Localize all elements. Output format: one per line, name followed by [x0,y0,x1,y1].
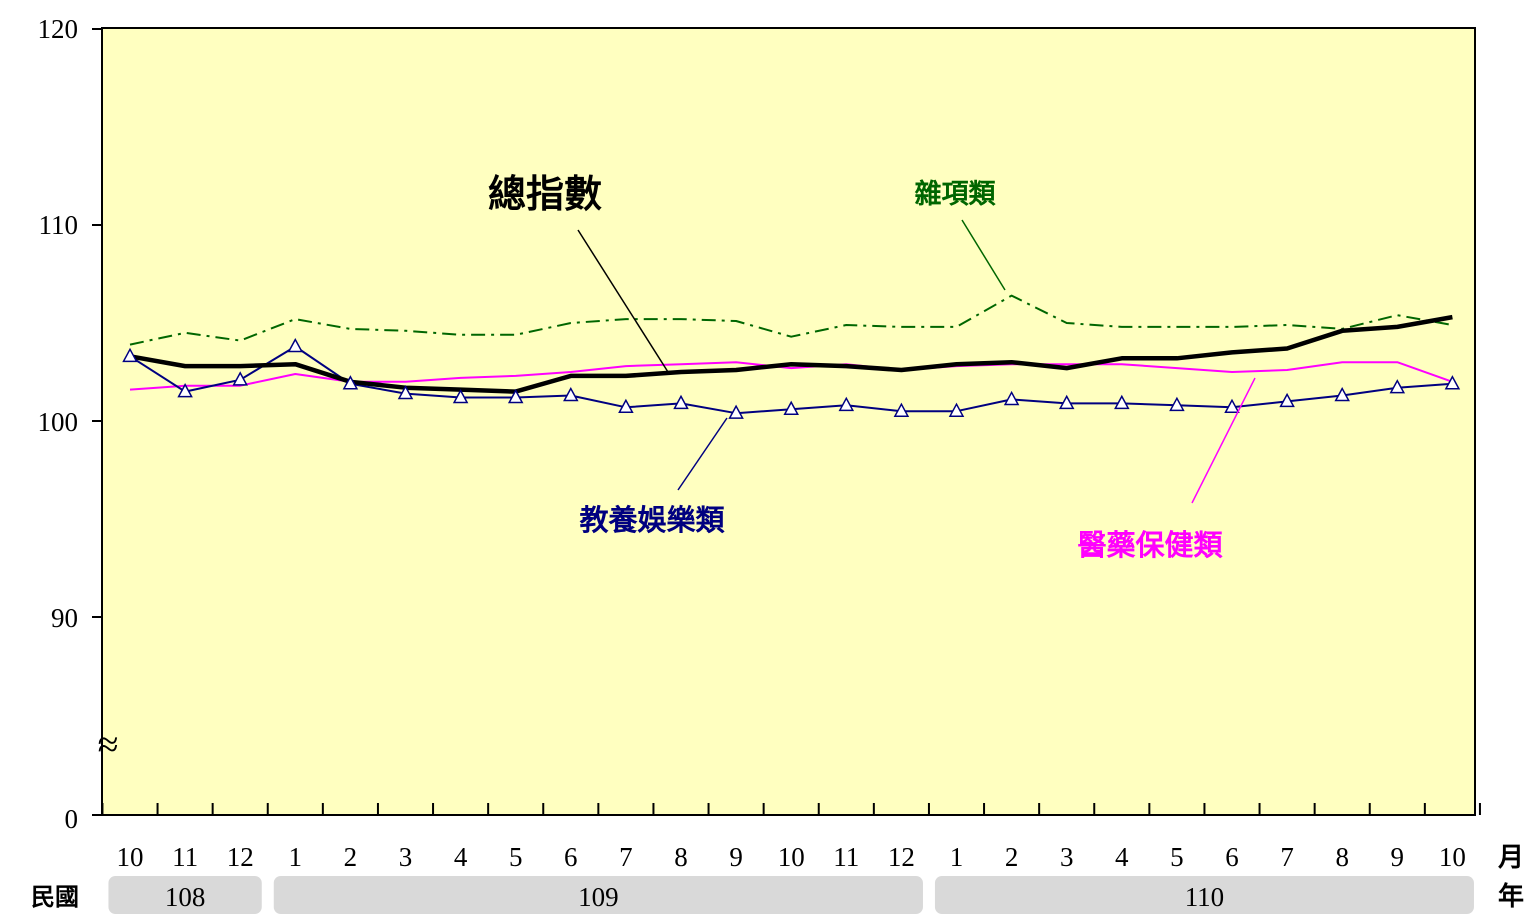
x-tick-label: 1 [289,842,303,872]
x-tick-label: 8 [674,842,688,872]
era-label: 民國 [31,883,79,911]
series-label-misc: 雜項類 [915,179,997,210]
data-point-marker [507,388,524,404]
year-band-box [934,876,1474,914]
year-label: 109 [578,882,619,912]
data-point-marker [1334,386,1350,402]
data-point-marker [1279,392,1295,408]
x-tick-label: 9 [729,842,743,872]
data-point-marker [287,337,304,353]
data-point-marker [1389,379,1406,394]
x-tick-label: 4 [454,842,468,872]
x-tick-label: 11 [833,842,859,872]
x-tick-label: 9 [1391,842,1405,872]
x-tick-label: 7 [619,842,633,872]
data-point-marker [1444,375,1461,390]
data-point-marker [342,375,359,390]
x-tick-label: 6 [564,842,578,872]
plot-area [101,27,1476,816]
tick-marks [92,28,1481,816]
x-month-labels: 10 11 12 1 2 3 4 5 6 7 8 9 10 11 12 1 2 3 4 5 6 7 8 9 10 [117,842,1466,872]
callout-leader-education [677,417,728,491]
y-tick-label-0: 0 [65,804,79,834]
data-point-marker [452,388,469,404]
data-point-marker [1058,394,1075,410]
data-point-marker [728,404,744,419]
x-unit-year: 年 [1498,881,1524,912]
y-tick-label-100: 100 [38,407,79,437]
year-band-box [273,876,923,914]
callout-leader-medical [1191,377,1256,504]
x-tick-label: 4 [1115,842,1129,872]
y-tick-label-90: 90 [51,603,78,633]
x-unit-month: 月 [1497,843,1524,873]
data-point-marker [1169,396,1185,412]
x-tick-label: 11 [172,842,198,872]
x-tick-label: 2 [344,842,358,872]
x-tick-label: 8 [1335,842,1349,872]
x-tick-label: 5 [1170,842,1184,872]
x-tick-label: 12 [227,842,254,872]
x-tick-label: 1 [950,842,964,872]
data-point-marker [673,394,689,410]
data-point-marker [618,398,634,414]
data-point-marker [122,347,138,363]
data-point-marker [1003,390,1020,406]
year-band-box [108,876,262,914]
data-point-marker [397,384,414,400]
data-point-marker [838,396,855,412]
year-label: 108 [165,882,206,912]
data-point-marker [232,371,248,386]
x-tick-label: 2 [1005,842,1019,872]
x-tick-label: 6 [1225,842,1239,872]
x-tick-label: 5 [509,842,523,872]
series-label-total: 總指數 [488,172,602,216]
x-tick-label: 7 [1280,842,1294,872]
series-line-1 [129,294,1453,346]
y-tick-label-110: 110 [39,210,79,240]
data-point-marker [177,383,193,398]
series-label-medical: 醫藥保健類 [1077,528,1223,562]
x-tick-label: 10 [117,842,144,872]
x-tick-label: 3 [1060,842,1074,872]
series-markers [122,337,1461,419]
axis-break-symbol: ≈ [98,724,119,766]
callout-leader-misc [961,219,1006,291]
data-point-marker [893,402,910,417]
callout-leader-total [577,229,669,373]
data-point-marker [1224,398,1240,414]
x-tick-label: 3 [399,842,413,872]
y-tick-label-120: 120 [38,14,79,44]
year-band: 108 109 110 [108,876,1474,914]
year-label: 110 [1185,882,1225,912]
x-tick-label: 12 [888,842,915,872]
series-label-education: 教養娛樂類 [579,503,725,537]
data-point-marker [783,400,799,415]
data-point-marker [1114,394,1130,410]
data-point-marker [948,402,965,417]
data-point-marker [563,386,579,402]
x-tick-label: 10 [1439,842,1466,872]
x-tick-label: 10 [778,842,805,872]
